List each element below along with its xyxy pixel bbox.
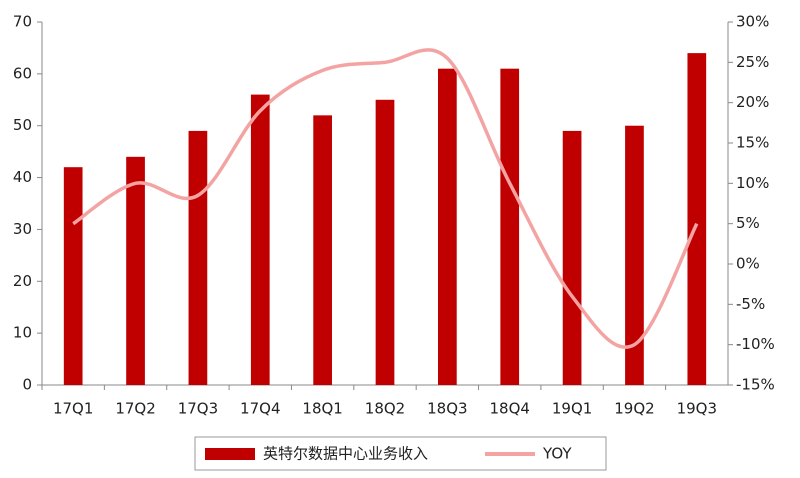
y-tick-label: 50 — [13, 116, 32, 134]
line — [72, 48, 699, 349]
y-tick-label: 0 — [22, 376, 32, 394]
y-tick-label: 10 — [13, 324, 32, 342]
x-tick-label: 18Q4 — [490, 400, 530, 418]
x-tick-label: 17Q4 — [240, 400, 280, 418]
y2-tick-label: 30% — [736, 13, 769, 31]
y-tick-label: 30 — [13, 220, 32, 238]
x-tick-label: 17Q3 — [178, 400, 218, 418]
bar — [375, 99, 395, 386]
bar — [313, 115, 332, 385]
bar — [250, 94, 270, 385]
x-tick-label: 17Q1 — [53, 400, 93, 418]
y-tick-label: 70 — [13, 13, 32, 31]
bar — [500, 68, 520, 386]
y-tick-label: 60 — [13, 64, 32, 82]
y2-tick-label: -5% — [736, 295, 765, 313]
y2-tick-label: -10% — [736, 335, 775, 353]
y-tick-label: 40 — [13, 168, 32, 186]
bar — [188, 130, 208, 385]
y2-tick-label: -15% — [736, 376, 775, 394]
bar — [63, 167, 83, 385]
x-tick-label: 19Q2 — [614, 400, 654, 418]
y2-tick-label: 20% — [736, 93, 769, 111]
bar — [625, 125, 644, 385]
y2-tick-label: 25% — [736, 53, 769, 71]
y2-tick-label: 15% — [736, 134, 769, 152]
x-tick-label: 18Q3 — [427, 400, 467, 418]
x-tick-label: 18Q2 — [365, 400, 405, 418]
x-tick-label: 18Q1 — [302, 400, 342, 418]
y2-tick-label: 10% — [736, 174, 769, 192]
y2-tick-label: 0% — [736, 255, 760, 273]
x-tick-label: 19Q1 — [552, 400, 592, 418]
x-tick-label: 17Q2 — [115, 400, 155, 418]
legend-swatch — [205, 448, 255, 460]
bar — [562, 130, 582, 385]
legend-label: YOY — [542, 445, 572, 463]
y2-tick-label: 5% — [736, 214, 760, 232]
x-tick-label: 19Q3 — [677, 400, 717, 418]
bar — [126, 156, 145, 385]
bar — [438, 68, 457, 386]
legend-label: 英特尔数据中心业务收入 — [263, 445, 428, 463]
legend-box — [194, 436, 607, 471]
bar — [687, 53, 707, 385]
y-tick-label: 20 — [13, 272, 32, 290]
